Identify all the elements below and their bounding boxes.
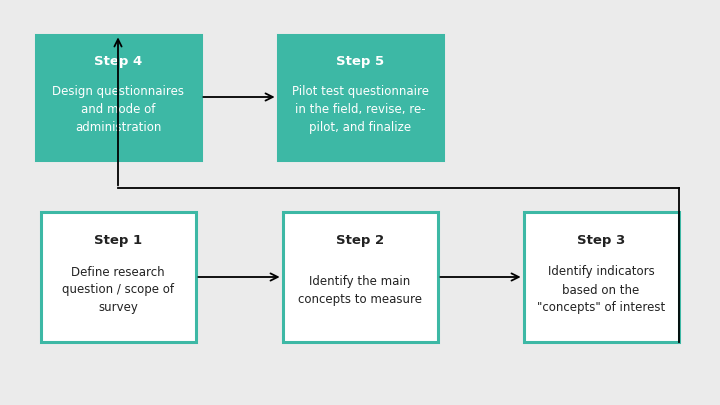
FancyBboxPatch shape [282,212,438,342]
Text: Step 4: Step 4 [94,55,142,68]
Text: Pilot test questionnaire
in the field, revise, re-
pilot, and finalize: Pilot test questionnaire in the field, r… [292,85,428,134]
Text: Step 2: Step 2 [336,234,384,247]
FancyBboxPatch shape [35,34,200,160]
FancyBboxPatch shape [277,34,443,160]
Text: Identify the main
concepts to measure: Identify the main concepts to measure [298,275,422,305]
Text: Step 5: Step 5 [336,55,384,68]
Text: Define research
question / scope of
survey: Define research question / scope of surv… [62,266,174,315]
Text: Identify indicators
based on the
"concepts" of interest: Identify indicators based on the "concep… [537,266,665,315]
FancyBboxPatch shape [40,212,196,342]
Text: Design questionnaires
and mode of
administration: Design questionnaires and mode of admini… [52,85,184,134]
Text: Step 3: Step 3 [577,234,625,247]
FancyBboxPatch shape [523,212,678,342]
Text: Step 1: Step 1 [94,234,142,247]
